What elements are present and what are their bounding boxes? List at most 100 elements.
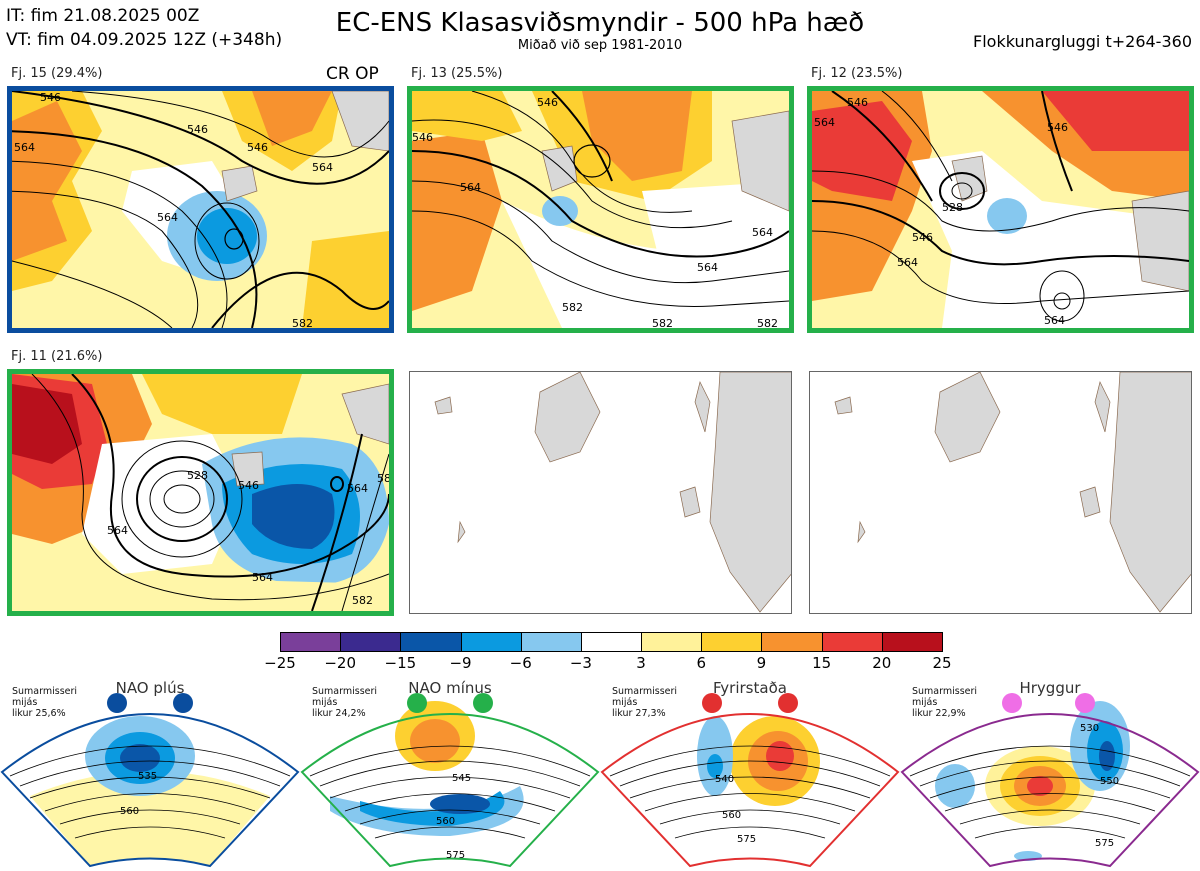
contour-label: 546 bbox=[187, 123, 208, 136]
contour-label: 540 bbox=[715, 774, 734, 785]
contour-label: 546 bbox=[40, 91, 61, 104]
cluster-map-2[interactable]: 546 546 564 564 564 582 582 582 bbox=[407, 86, 794, 333]
contour-label: 528 bbox=[942, 201, 963, 214]
contour-label: 550 bbox=[1100, 776, 1119, 787]
contour-label: 582 bbox=[377, 472, 389, 485]
cluster-map-3[interactable]: 546 564 528 546 564 546 564 bbox=[807, 86, 1194, 333]
colorbar-segment bbox=[460, 632, 522, 652]
colorbar-tick-label: −3 bbox=[569, 654, 592, 672]
colorbar-segment bbox=[580, 632, 643, 652]
regime-note: Sumarmisseri mijás likur 25,6% bbox=[12, 686, 78, 719]
colorbar-tick-label: 25 bbox=[932, 654, 952, 672]
contour-label: 528 bbox=[187, 469, 208, 482]
page-title: EC-ENS Klasasviðsmyndir - 500 hPa hæð bbox=[335, 8, 865, 38]
contour-label: 560 bbox=[120, 806, 139, 817]
colorbar-tick-label: −6 bbox=[509, 654, 532, 672]
contour-label: 546 bbox=[247, 141, 268, 154]
contour-label: 546 bbox=[847, 96, 868, 109]
contour-label: 564 bbox=[897, 256, 918, 269]
contour-label: 582 bbox=[352, 594, 373, 607]
colorbar-segment bbox=[701, 632, 763, 652]
regime-note: Sumarmisseri mijás likur 27,3% bbox=[612, 686, 678, 719]
cluster-map-1[interactable]: 546 546 564 564 546 564 582 bbox=[7, 86, 394, 333]
regime-dot bbox=[702, 693, 722, 713]
regime-title: Fyrirstaða bbox=[713, 679, 787, 697]
colorbar-tick-label: 6 bbox=[696, 654, 707, 672]
colorbar-segment bbox=[340, 632, 402, 652]
classification-window: Flokkunargluggi t+264-360 bbox=[973, 32, 1192, 51]
contour-label: 546 bbox=[537, 96, 558, 109]
regime-dot bbox=[778, 693, 798, 713]
colorbar-tick-label: −20 bbox=[324, 654, 356, 672]
contour-label: 564 bbox=[252, 571, 273, 584]
regime-note: Sumarmisseri mijás likur 24,2% bbox=[312, 686, 378, 719]
panel-label-3: Fj. 12 (23.5%) bbox=[811, 66, 903, 81]
contour-label: 546 bbox=[912, 231, 933, 244]
regime-title: NAO mínus bbox=[408, 679, 492, 697]
panel-label-4: Fj. 11 (21.6%) bbox=[11, 349, 103, 364]
regime-title: NAO plús bbox=[115, 679, 185, 697]
colorbar-segment bbox=[280, 632, 342, 652]
regime-blocking: 540 560 575 Fyrirstaða Sumarmisseri mijás… bbox=[600, 676, 900, 871]
contour-label: 530 bbox=[1080, 723, 1099, 734]
colorbar-segment bbox=[761, 632, 823, 652]
contour-label: 564 bbox=[312, 161, 333, 174]
contour-label: 575 bbox=[1095, 838, 1114, 849]
contour-label: 582 bbox=[292, 317, 313, 328]
panel-label-1: Fj. 15 (29.4%) bbox=[11, 66, 103, 81]
colorbar-segment bbox=[641, 632, 703, 652]
contour-label: 564 bbox=[1044, 314, 1065, 327]
regime-note: Sumarmisseri mijás likur 22,9% bbox=[912, 686, 978, 719]
regime-dot bbox=[173, 693, 193, 713]
regime-ridge: 530 550 575 Hryggur Sumarmisseri mijás lik… bbox=[900, 676, 1200, 871]
page-subtitle: Miðað við sep 1981-2010 bbox=[517, 38, 683, 53]
contour-label: 560 bbox=[436, 816, 455, 827]
contour-label: 564 bbox=[752, 226, 773, 239]
valid-time: VT: fim 04.09.2025 12Z (+348h) bbox=[6, 30, 283, 50]
contour-label: 582 bbox=[757, 317, 778, 328]
contour-label: 546 bbox=[238, 479, 259, 492]
empty-map-5 bbox=[409, 371, 792, 614]
regime-dot bbox=[1002, 693, 1022, 713]
colorbar-segment bbox=[881, 632, 943, 652]
colorbar bbox=[280, 632, 943, 652]
contour-label: 564 bbox=[107, 524, 128, 537]
colorbar-segment bbox=[821, 632, 883, 652]
colorbar-tick-label: 3 bbox=[636, 654, 646, 672]
contour-label: 564 bbox=[157, 211, 178, 224]
contour-label: 575 bbox=[446, 850, 465, 861]
colorbar-tick-label: 20 bbox=[872, 654, 892, 672]
colorbar-tick-label: −9 bbox=[449, 654, 472, 672]
cluster-map-4[interactable]: 528 546 564 564 564 582 582 bbox=[7, 369, 394, 616]
regime-nao-minus: 545 560 575 NAO mínus Sumarmisseri mijás l… bbox=[300, 676, 600, 871]
cr-op-label: CR OP bbox=[326, 64, 379, 84]
regime-title: Hryggur bbox=[1019, 679, 1081, 697]
contour-label: 546 bbox=[1047, 121, 1068, 134]
contour-label: 564 bbox=[14, 141, 35, 154]
contour-label: 575 bbox=[737, 834, 756, 845]
regime-nao-plus: 535 560 NAO plús Sumarmisseri mijás likur … bbox=[0, 676, 300, 871]
contour-label: 535 bbox=[138, 771, 157, 782]
contour-label: 546 bbox=[412, 131, 433, 144]
contour-label: 564 bbox=[697, 261, 718, 274]
colorbar-tick-label: 9 bbox=[756, 654, 767, 672]
contour-label: 582 bbox=[562, 301, 583, 314]
regime-dot bbox=[1075, 693, 1095, 713]
contour-label: 564 bbox=[347, 482, 368, 495]
initial-time: IT: fim 21.08.2025 00Z bbox=[6, 6, 200, 26]
empty-map-6 bbox=[809, 371, 1192, 614]
colorbar-tick-label: 15 bbox=[812, 654, 832, 672]
regime-dot bbox=[473, 693, 493, 713]
panel-label-2: Fj. 13 (25.5%) bbox=[411, 66, 503, 81]
contour-label: 545 bbox=[452, 773, 471, 784]
contour-label: 582 bbox=[652, 317, 673, 328]
colorbar-tick-label: −15 bbox=[384, 654, 417, 672]
contour-label: 564 bbox=[814, 116, 835, 129]
regime-dot bbox=[407, 693, 427, 713]
colorbar-segment bbox=[400, 632, 462, 652]
colorbar-tick-label: −25 bbox=[264, 654, 296, 672]
contour-label: 564 bbox=[460, 181, 481, 194]
colorbar-segment bbox=[520, 632, 582, 652]
contour-label: 560 bbox=[722, 810, 741, 821]
regime-dot bbox=[107, 693, 127, 713]
